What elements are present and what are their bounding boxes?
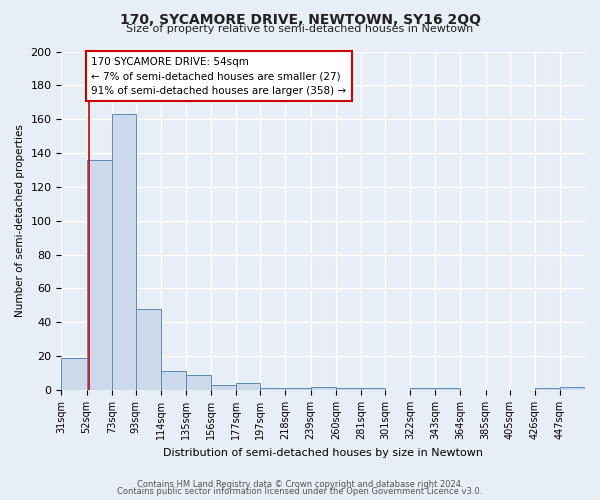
Text: Size of property relative to semi-detached houses in Newtown: Size of property relative to semi-detach… bbox=[127, 24, 473, 34]
Text: 170, SYCAMORE DRIVE, NEWTOWN, SY16 2QQ: 170, SYCAMORE DRIVE, NEWTOWN, SY16 2QQ bbox=[119, 12, 481, 26]
Bar bbox=[560, 386, 585, 390]
Bar bbox=[186, 375, 211, 390]
Bar bbox=[286, 388, 311, 390]
Bar bbox=[535, 388, 560, 390]
Bar bbox=[211, 385, 236, 390]
Bar bbox=[112, 114, 136, 390]
Bar bbox=[161, 372, 186, 390]
Bar bbox=[311, 386, 336, 390]
Text: 170 SYCAMORE DRIVE: 54sqm
← 7% of semi-detached houses are smaller (27)
91% of s: 170 SYCAMORE DRIVE: 54sqm ← 7% of semi-d… bbox=[91, 56, 346, 96]
Bar bbox=[410, 388, 435, 390]
Text: Contains public sector information licensed under the Open Government Licence v3: Contains public sector information licen… bbox=[118, 487, 482, 496]
Bar bbox=[236, 384, 260, 390]
Text: Contains HM Land Registry data © Crown copyright and database right 2024.: Contains HM Land Registry data © Crown c… bbox=[137, 480, 463, 489]
Bar bbox=[86, 160, 112, 390]
Bar bbox=[61, 358, 86, 390]
Bar bbox=[361, 388, 385, 390]
Y-axis label: Number of semi-detached properties: Number of semi-detached properties bbox=[15, 124, 25, 317]
X-axis label: Distribution of semi-detached houses by size in Newtown: Distribution of semi-detached houses by … bbox=[163, 448, 483, 458]
Bar bbox=[136, 309, 161, 390]
Bar bbox=[260, 388, 286, 390]
Bar bbox=[336, 388, 361, 390]
Bar bbox=[435, 388, 460, 390]
